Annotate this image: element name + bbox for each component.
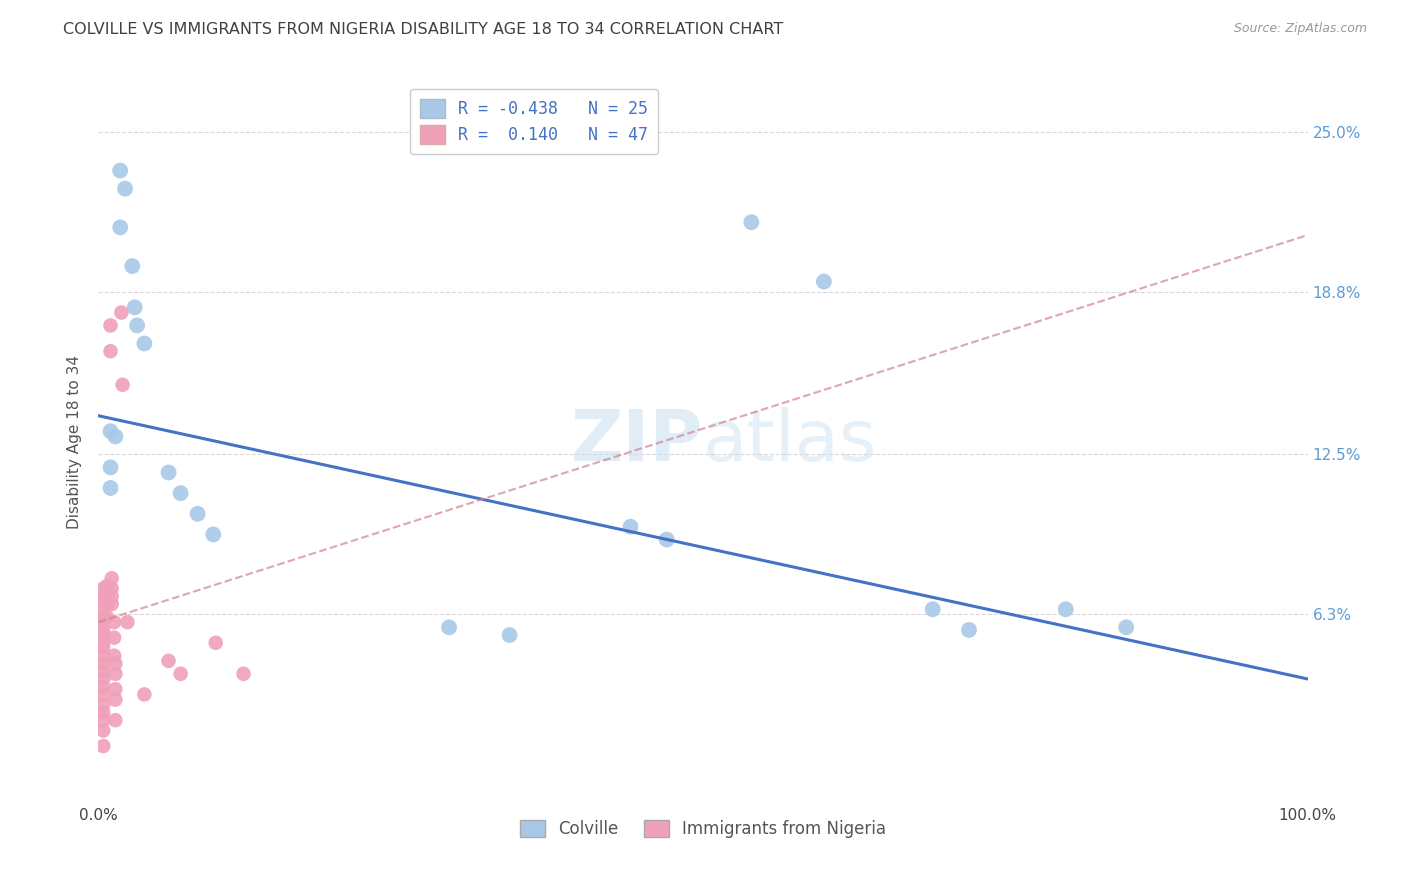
Point [813,275,835,289]
Point [91,687,114,701]
Point [108,220,131,235]
Point [110,305,132,319]
Point [957,623,980,637]
Text: COLVILLE VS IMMIGRANTS FROM NIGERIA DISABILITY AGE 18 TO 34 CORRELATION CHART: COLVILLE VS IMMIGRANTS FROM NIGERIA DISA… [63,22,783,37]
Point [91,610,114,624]
Point [100,590,122,604]
Point [91,602,114,616]
Point [103,615,125,630]
Point [104,429,127,443]
Text: ZIP: ZIP [571,407,703,476]
Point [157,466,180,480]
Point [498,628,520,642]
Point [169,666,191,681]
Point [91,723,114,738]
Point [91,628,114,642]
Point [91,615,114,630]
Point [91,590,114,604]
Point [104,692,127,706]
Point [204,636,226,650]
Point [100,571,122,585]
Point [1054,602,1077,616]
Point [127,318,149,333]
Point [1115,620,1137,634]
Point [91,706,114,720]
Point [134,687,156,701]
Point [91,640,114,655]
Point [111,377,134,392]
Point [619,519,641,533]
Point [103,648,125,663]
Point [169,486,191,500]
Point [921,602,943,616]
Point [91,713,114,727]
Point [117,615,139,630]
Point [100,582,122,596]
Point [103,631,125,645]
Point [91,657,114,671]
Point [96,590,118,604]
Point [437,620,460,634]
Point [202,527,225,541]
Point [100,481,122,495]
Point [91,698,114,712]
Point [91,680,114,694]
Point [96,597,118,611]
Point [100,344,122,359]
Y-axis label: Disability Age 18 to 34: Disability Age 18 to 34 [67,354,83,529]
Point [104,682,127,697]
Point [104,666,127,681]
Point [655,533,678,547]
Point [108,163,131,178]
Point [100,424,122,438]
Point [121,259,143,273]
Legend: Colville, Immigrants from Nigeria: Colville, Immigrants from Nigeria [513,814,893,845]
Point [104,713,127,727]
Text: Source: ZipAtlas.com: Source: ZipAtlas.com [1233,22,1367,36]
Point [232,666,254,681]
Point [91,664,114,678]
Point [91,582,114,596]
Point [91,623,114,637]
Point [96,610,118,624]
Point [100,318,122,333]
Point [157,654,180,668]
Point [134,336,156,351]
Point [124,301,146,315]
Point [187,507,209,521]
Point [91,739,114,753]
Point [91,672,114,686]
Point [91,594,114,608]
Text: atlas: atlas [703,407,877,476]
Point [100,597,122,611]
Point [96,579,118,593]
Point [100,460,122,475]
Point [740,215,762,229]
Point [91,648,114,663]
Point [114,181,136,195]
Point [91,636,114,650]
Point [104,657,127,671]
